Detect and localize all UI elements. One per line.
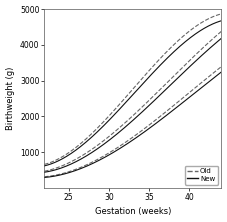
Y-axis label: Birthweight (g): Birthweight (g) xyxy=(5,67,15,130)
X-axis label: Gestation (weeks): Gestation (weeks) xyxy=(95,207,171,216)
Legend: Old, New: Old, New xyxy=(185,166,218,184)
